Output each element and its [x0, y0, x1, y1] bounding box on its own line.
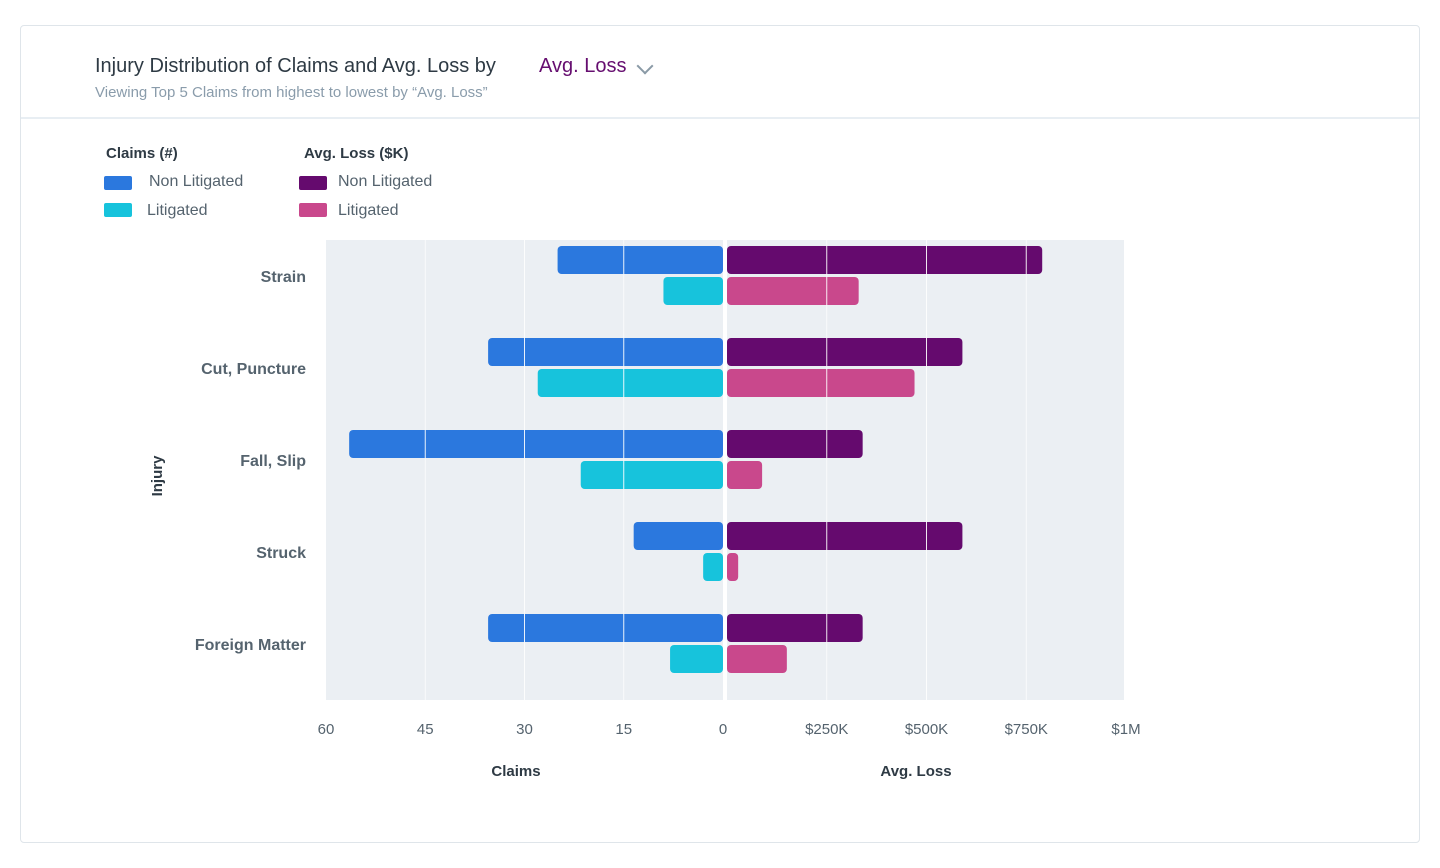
- loss-bar-non-litigated: [727, 246, 1043, 274]
- metric-selector[interactable]: Avg. Loss: [539, 55, 627, 77]
- x-tick-loss: $500K: [905, 721, 948, 738]
- x-axis-label-claims: Claims: [491, 763, 540, 780]
- x-tick-loss: $1M: [1111, 721, 1140, 738]
- category-label: Cut, Puncture: [201, 361, 306, 378]
- claims-bar-non-litigated: [488, 338, 723, 366]
- legend-loss-title: Avg. Loss ($K): [304, 145, 409, 162]
- claims-bar-litigated: [670, 645, 723, 673]
- legend-swatch-claims-litigated: [104, 203, 132, 217]
- legend-label: Non Litigated: [149, 173, 244, 190]
- claims-bar-non-litigated: [633, 522, 723, 550]
- loss-bar-litigated: [727, 645, 787, 673]
- claims-bar-non-litigated: [488, 614, 723, 642]
- claims-bar-litigated: [537, 369, 723, 397]
- legend-claims-title: Claims (#): [106, 145, 178, 162]
- claims-bar-non-litigated: [557, 246, 723, 274]
- loss-bar-non-litigated: [727, 522, 963, 550]
- x-tick-claims: 0: [719, 721, 727, 738]
- x-tick-loss: $250K: [805, 721, 848, 738]
- claims-bar-litigated: [663, 277, 723, 305]
- x-tick-loss: $750K: [1005, 721, 1048, 738]
- loss-bar-litigated: [727, 369, 915, 397]
- claims-bar-litigated: [703, 553, 723, 581]
- loss-bar-non-litigated: [727, 430, 863, 458]
- category-label: Strain: [261, 269, 306, 286]
- legend-label: Litigated: [147, 202, 208, 219]
- loss-bar-non-litigated: [727, 338, 963, 366]
- claims-bar-litigated: [580, 461, 723, 489]
- claims-bar-non-litigated: [349, 430, 723, 458]
- chart-subtitle: Viewing Top 5 Claims from highest to low…: [95, 84, 488, 101]
- category-label: Fall, Slip: [240, 453, 306, 470]
- loss-bar-litigated: [727, 277, 859, 305]
- category-label: Struck: [256, 545, 306, 562]
- y-axis-label: Injury: [149, 455, 166, 496]
- legend-swatch-claims-non-litigated: [104, 176, 132, 190]
- chart-title: Injury Distribution of Claims and Avg. L…: [95, 55, 496, 77]
- loss-bar-non-litigated: [727, 614, 863, 642]
- zero-divider: [723, 240, 727, 700]
- x-axis-label-loss: Avg. Loss: [880, 763, 951, 780]
- x-tick-claims: 30: [516, 721, 533, 738]
- legend-swatch-loss-litigated: [299, 203, 327, 217]
- x-tick-claims: 45: [417, 721, 434, 738]
- x-tick-claims: 60: [318, 721, 335, 738]
- category-label: Foreign Matter: [195, 637, 306, 654]
- legend-label: Non Litigated: [338, 173, 433, 190]
- loss-bar-litigated: [727, 553, 739, 581]
- loss-bar-litigated: [727, 461, 763, 489]
- x-tick-claims: 15: [615, 721, 632, 738]
- legend-label: Litigated: [338, 202, 399, 219]
- legend-swatch-loss-non-litigated: [299, 176, 327, 190]
- card-header: Injury Distribution of Claims and Avg. L…: [21, 26, 1419, 119]
